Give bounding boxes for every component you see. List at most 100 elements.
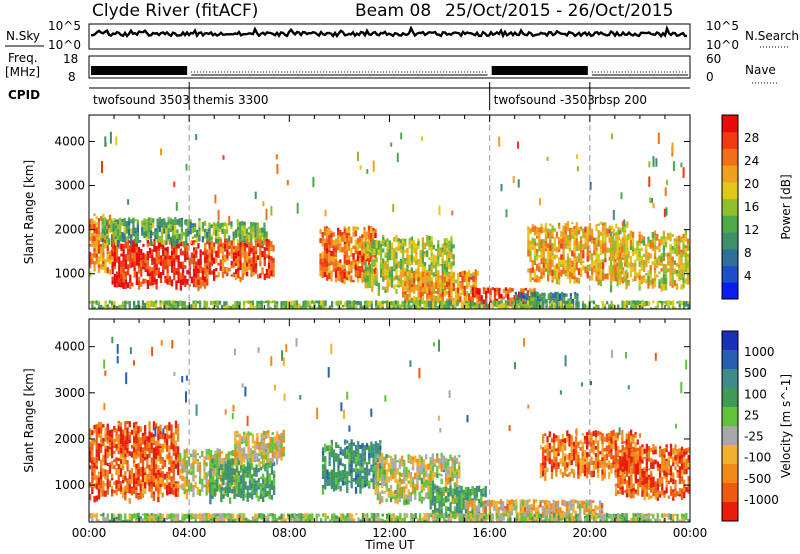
data-cell — [155, 478, 158, 486]
data-cell — [256, 307, 259, 309]
data-cell — [218, 465, 221, 469]
power-data — [89, 131, 690, 309]
data-cell — [459, 271, 462, 277]
data-cell — [112, 238, 115, 243]
data-cell — [404, 274, 407, 281]
data-cell — [595, 243, 598, 248]
data-cell — [328, 272, 331, 280]
data-cell — [373, 240, 376, 243]
data-cell — [612, 239, 615, 246]
data-cell — [393, 248, 396, 251]
data-cell — [265, 208, 268, 220]
data-cell — [183, 301, 186, 306]
data-cell — [614, 240, 617, 248]
data-cell — [433, 483, 437, 488]
data-cell — [152, 436, 156, 443]
data-cell — [276, 458, 279, 465]
data-cell — [364, 247, 367, 251]
data-cell — [615, 232, 618, 236]
data-cell — [640, 260, 643, 266]
data-cell — [356, 278, 360, 283]
data-cell — [97, 256, 101, 259]
data-cell — [243, 246, 247, 252]
data-cell — [248, 256, 251, 260]
data-cell — [684, 261, 687, 269]
data-cell — [122, 457, 125, 461]
data-cell — [609, 251, 613, 258]
data-cell — [629, 261, 632, 268]
data-cell — [527, 229, 530, 236]
data-cell — [575, 266, 578, 271]
data-cell — [376, 481, 379, 486]
data-cell — [116, 229, 120, 232]
data-cell — [341, 264, 344, 268]
data-cell — [153, 239, 156, 246]
data-cell — [566, 260, 570, 263]
data-cell — [531, 277, 534, 281]
data-cell — [480, 295, 483, 301]
data-cell — [370, 469, 373, 472]
data-cell — [406, 261, 409, 265]
data-cell — [509, 287, 512, 293]
data-cell — [586, 246, 589, 250]
data-cell — [262, 464, 265, 469]
data-cell — [205, 448, 208, 451]
data-cell — [207, 483, 210, 488]
data-cell — [368, 486, 371, 489]
data-cell — [276, 451, 279, 455]
data-cell — [247, 300, 250, 305]
data-cell — [452, 297, 455, 301]
data-cell — [304, 305, 307, 309]
data-cell — [155, 303, 158, 309]
data-cell — [410, 240, 413, 244]
data-cell — [148, 436, 151, 443]
data-cell — [361, 485, 364, 489]
data-cell — [250, 257, 253, 264]
data-cell — [236, 452, 239, 456]
data-cell — [326, 232, 329, 239]
data-cell — [260, 306, 263, 309]
data-cell — [443, 264, 446, 271]
data-cell — [538, 227, 541, 233]
data-cell — [482, 299, 486, 304]
data-cell — [163, 305, 167, 309]
data-cell — [133, 473, 136, 478]
data-cell — [384, 286, 387, 290]
data-cell — [150, 300, 153, 307]
data-cell — [215, 257, 218, 264]
data-cell — [168, 466, 171, 472]
data-cell — [226, 266, 229, 273]
data-cell — [430, 241, 433, 247]
data-cell — [119, 485, 123, 490]
data-cell — [221, 305, 224, 309]
data-cell — [687, 303, 690, 309]
data-cell — [368, 284, 372, 289]
data-cell — [652, 300, 655, 304]
data-cell — [438, 486, 441, 489]
data-cell — [571, 227, 574, 233]
data-cell — [432, 264, 435, 269]
data-cell — [207, 479, 210, 484]
data-cell — [213, 247, 216, 251]
data-cell — [533, 269, 537, 272]
data-cell — [155, 279, 158, 285]
data-cell — [242, 496, 245, 501]
data-cell — [355, 307, 358, 309]
data-cell — [100, 216, 103, 221]
data-cell — [381, 465, 384, 471]
data-cell — [401, 238, 405, 243]
data-cell — [239, 242, 242, 248]
data-cell — [177, 451, 180, 455]
data-cell — [463, 277, 466, 283]
data-cell — [667, 232, 670, 237]
data-blob — [89, 420, 180, 504]
data-cell — [157, 475, 160, 482]
data-cell — [440, 474, 443, 477]
data-cell — [357, 468, 360, 472]
data-cell — [667, 252, 670, 257]
data-cell — [595, 226, 598, 232]
data-cell — [323, 266, 327, 272]
data-cell — [530, 291, 533, 296]
data-cell — [678, 245, 681, 251]
data-cell — [258, 233, 262, 236]
